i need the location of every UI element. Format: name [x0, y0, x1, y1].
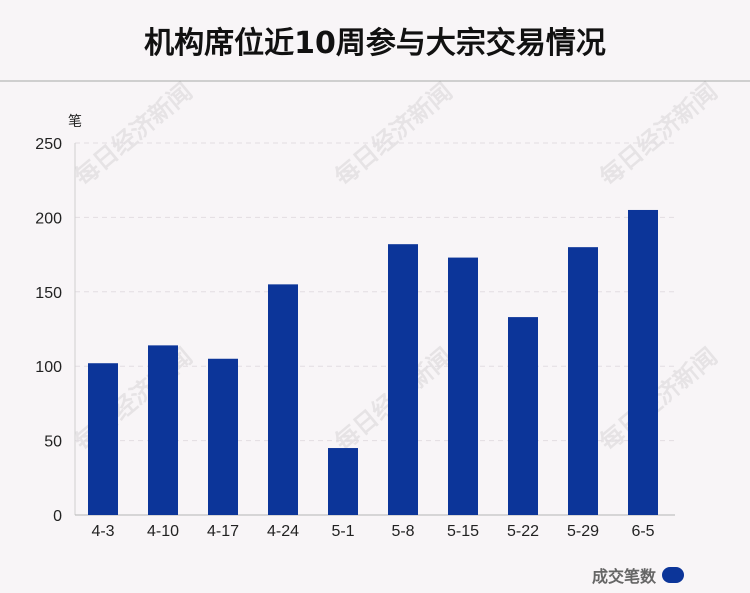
bar	[628, 209, 658, 515]
y-tick-label: 250	[35, 136, 62, 153]
x-tick-label: 5-8	[391, 523, 414, 540]
chart-title: 机构席位近10周参与大宗交易情况	[144, 26, 606, 61]
title-bar: 机构席位近10周参与大宗交易情况	[0, 0, 750, 82]
y-axis-unit-label: 笔	[68, 114, 82, 130]
bar	[328, 448, 358, 515]
x-tick-label: 4-3	[91, 523, 114, 540]
x-tick-label: 4-24	[267, 523, 299, 540]
legend: 成交笔数	[592, 563, 685, 587]
legend-swatch	[662, 567, 685, 583]
x-tick-label: 6-5	[631, 523, 654, 540]
y-tick-label: 50	[44, 434, 62, 451]
x-tick-label: 4-10	[147, 523, 179, 540]
bar	[208, 358, 238, 515]
x-tick-label: 4-17	[207, 523, 239, 540]
bar	[448, 257, 478, 515]
x-tick-label: 5-29	[567, 523, 599, 540]
x-tick-label: 5-15	[447, 523, 479, 540]
bar	[268, 284, 298, 515]
bar	[148, 345, 178, 515]
x-tick-label: 5-1	[331, 523, 354, 540]
y-tick-label: 0	[53, 508, 62, 525]
x-tick-label: 5-22	[507, 523, 539, 540]
y-tick-label: 150	[35, 285, 62, 302]
bar	[388, 244, 418, 515]
bar	[508, 317, 538, 515]
y-tick-label: 200	[35, 210, 62, 227]
legend-label: 成交笔数	[592, 567, 657, 586]
bar	[568, 247, 598, 515]
y-tick-label: 100	[35, 359, 62, 376]
bar	[88, 363, 118, 515]
